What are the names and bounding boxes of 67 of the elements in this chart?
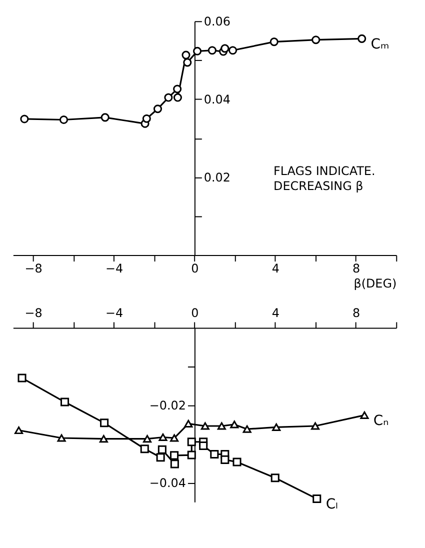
point (187, 438, 196, 446)
point (14, 426, 24, 434)
point (20, 114, 29, 124)
series-label: Cₙ (373, 413, 389, 430)
point (220, 455, 230, 464)
point (158, 433, 168, 442)
point (199, 441, 208, 450)
x-tick-label: 0 (191, 306, 199, 320)
x-tick-label: 0 (191, 261, 199, 276)
point (18, 374, 26, 382)
point (99, 434, 108, 443)
point (270, 38, 278, 46)
point (270, 474, 280, 482)
x-tick-label: −8 (24, 261, 42, 276)
point (310, 422, 320, 430)
x-tick-label: −8 (24, 306, 42, 320)
point (100, 113, 110, 122)
point (184, 420, 193, 428)
point (242, 425, 252, 433)
point (153, 104, 162, 114)
x-tick-label: 4 (272, 306, 280, 320)
point (187, 450, 196, 460)
y-tick-label: 0.04 (204, 92, 231, 107)
point (217, 422, 226, 430)
point (59, 116, 68, 124)
x-tick-label: 8 (352, 306, 360, 320)
annotation: FLAGS INDICATE. DECREASING β (274, 164, 376, 194)
point (158, 445, 166, 454)
point (164, 93, 173, 102)
point (142, 114, 151, 123)
point (182, 50, 190, 60)
point (193, 46, 202, 56)
point (360, 411, 369, 419)
x-tick-label: −4 (105, 261, 124, 276)
x-tick-label: 8 (352, 261, 360, 276)
point (100, 418, 109, 428)
y-tick-label: −0.02 (149, 398, 186, 413)
point (140, 444, 149, 454)
series-label: Cₗ (326, 496, 338, 513)
point (200, 422, 210, 430)
y-tick-label: 0.02 (204, 170, 231, 185)
point (142, 434, 152, 443)
x-tick-label: −4 (105, 306, 124, 320)
series-label: Cₘ (370, 36, 390, 53)
point (232, 458, 242, 466)
point (272, 423, 281, 431)
y-tick-label: 0.06 (204, 14, 231, 29)
point (228, 46, 238, 55)
point (183, 58, 192, 67)
point (60, 398, 70, 406)
point (156, 453, 165, 462)
point (170, 434, 179, 442)
point (173, 93, 182, 102)
point (173, 84, 182, 94)
point (312, 36, 320, 44)
point (230, 420, 239, 428)
point (210, 450, 219, 459)
point (358, 34, 366, 43)
point (170, 451, 179, 460)
x-axis-title: β(DEG) (354, 276, 397, 290)
x-tick-label: 4 (272, 261, 280, 276)
point (220, 44, 230, 53)
point (170, 460, 179, 468)
point (208, 46, 216, 55)
y-tick-label: −0.04 (149, 476, 186, 490)
point (57, 434, 66, 442)
point (312, 494, 322, 504)
